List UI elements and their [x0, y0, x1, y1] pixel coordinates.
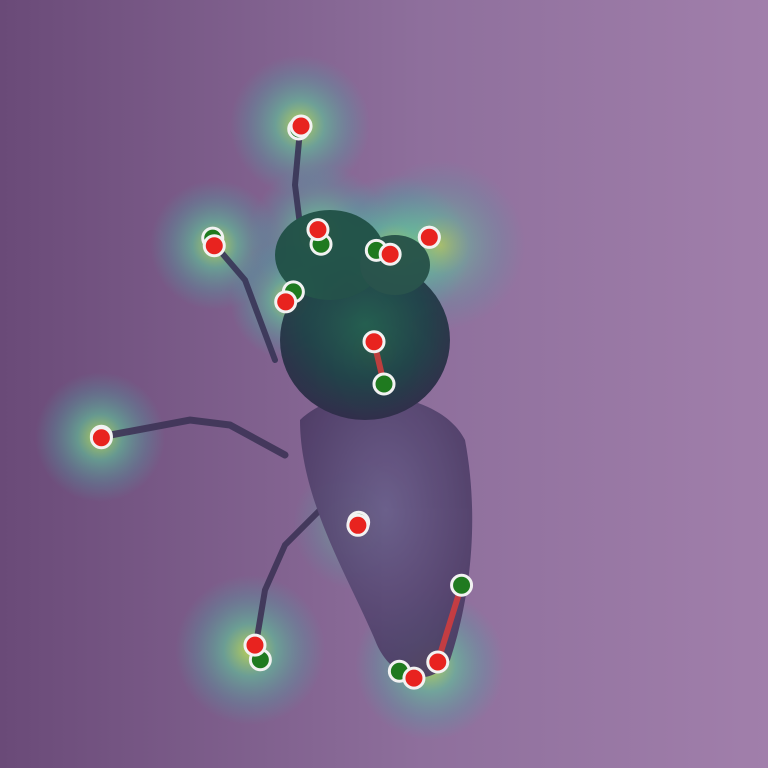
- predicted-marker: [289, 114, 313, 138]
- predicted-marker: [202, 234, 226, 258]
- fly-head: [275, 210, 385, 300]
- keypoint-markers: [89, 114, 474, 690]
- predicted-marker: [274, 290, 298, 314]
- fly-leg: [212, 242, 278, 363]
- predicted-marker: [306, 218, 330, 242]
- predicted-marker: [243, 633, 267, 657]
- predicted-marker: [362, 330, 386, 354]
- predicted-marker: [89, 426, 113, 450]
- predicted-marker: [402, 666, 426, 690]
- ground-truth-marker: [372, 372, 396, 396]
- keypoint-error-line: [434, 582, 465, 666]
- fly-abdomen: [300, 395, 473, 678]
- predicted-marker: [426, 650, 450, 674]
- predicted-marker: [417, 225, 441, 249]
- fly-leg: [96, 416, 289, 459]
- fly-leg: [252, 502, 328, 653]
- predicted-marker: [378, 242, 402, 266]
- ground-truth-marker: [450, 573, 474, 597]
- predicted-marker: [346, 513, 370, 537]
- fly-leg: [291, 127, 303, 228]
